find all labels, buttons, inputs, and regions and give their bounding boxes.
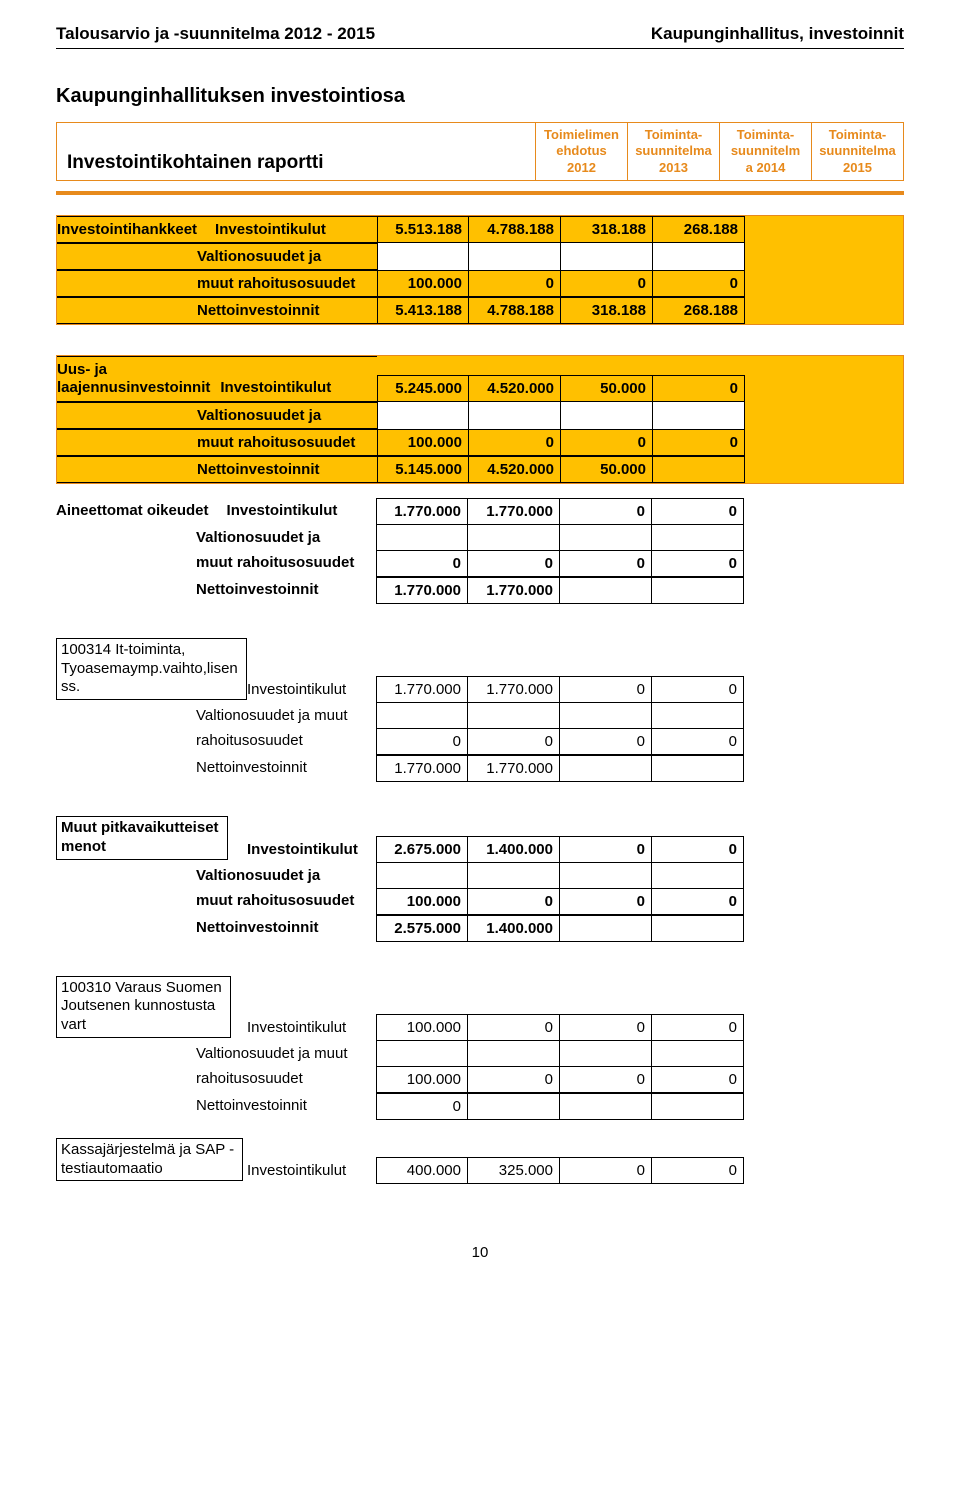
header-left: Talousarvio ja -suunnitelma 2012 - 2015 [56,24,375,44]
report-subtitle: Investointikohtainen raportti [67,152,324,174]
col-head-3: Toiminta- suunnitelm a 2014 [720,122,812,181]
block-uus-laajennus: Uus- ja laajennusinvestoinnit Investoint… [56,355,904,484]
block-aineettomat: Aineettomat oikeudet Investointikulut 1.… [56,498,904,604]
block-investointihankkeet: Investointihankkeet Investointikulut 5.5… [56,215,904,325]
block-100310: 100310 Varaus Suomen Joutsenen kunnostus… [56,972,904,1120]
header-right: Kaupunginhallitus, investoinnit [651,24,904,44]
block-kassa: Kassajärjestelmä ja SAP - testiautomaati… [56,1134,904,1185]
col-head-2: Toiminta- suunnitelma 2013 [628,122,720,181]
orange-rule [56,191,904,195]
col-head-1: Toimielimen ehdotus 2012 [536,122,628,181]
block-muut-pitka: Muut pitkavaikutteiset menot Investointi… [56,812,904,942]
header-rule [56,48,904,49]
report-header: Investointikohtainen raportti Toimielime… [56,122,904,181]
page-header: Talousarvio ja -suunnitelma 2012 - 2015 … [56,24,904,44]
col-head-4: Toiminta- suunnitelma 2015 [812,122,904,181]
page-title: Kaupunginhallituksen investointiosa [56,85,904,108]
page-number: 10 [56,1244,904,1261]
block-100314: 100314 It-toiminta, Tyoasemaymp.vaihto,l… [56,634,904,782]
cell: 5.513.188 [377,216,469,243]
